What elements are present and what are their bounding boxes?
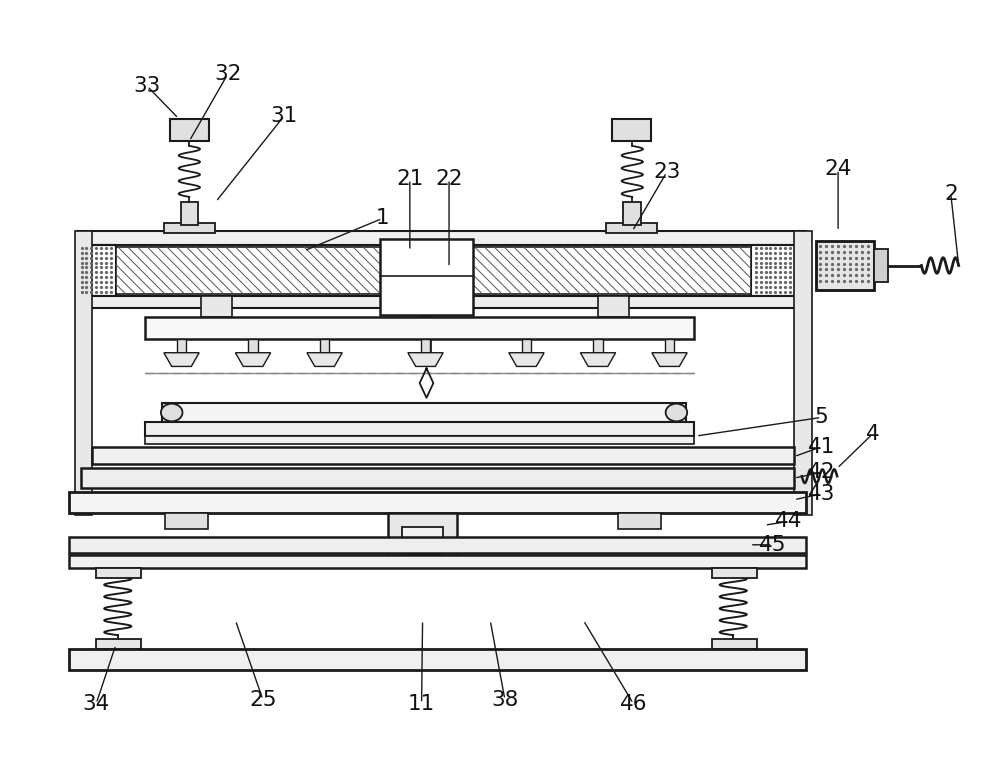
Bar <box>473 247 751 294</box>
Text: 4: 4 <box>866 424 879 444</box>
Text: 11: 11 <box>408 694 435 714</box>
Text: 33: 33 <box>134 76 161 96</box>
Text: 31: 31 <box>271 106 298 126</box>
Text: 46: 46 <box>620 694 647 714</box>
Text: 21: 21 <box>396 169 424 189</box>
Bar <box>170 119 209 141</box>
Bar <box>69 492 806 514</box>
Polygon shape <box>164 353 199 366</box>
Bar <box>665 339 674 353</box>
Ellipse shape <box>666 404 687 421</box>
Polygon shape <box>509 353 544 366</box>
Bar <box>92 447 794 465</box>
Bar <box>380 239 473 316</box>
Bar <box>81 469 794 488</box>
Text: 43: 43 <box>808 484 835 504</box>
Bar <box>751 245 806 296</box>
Polygon shape <box>580 353 616 366</box>
Bar <box>421 339 430 353</box>
Bar <box>69 537 806 553</box>
Ellipse shape <box>161 404 182 421</box>
Bar <box>874 249 888 282</box>
Text: 25: 25 <box>249 690 277 709</box>
Polygon shape <box>307 353 342 366</box>
Bar <box>77 245 116 296</box>
Bar <box>69 649 806 670</box>
Bar <box>116 247 420 294</box>
Bar <box>162 403 686 422</box>
Text: 22: 22 <box>435 169 463 189</box>
Bar <box>712 639 757 649</box>
Bar <box>77 231 806 245</box>
Text: 1: 1 <box>376 209 389 228</box>
Bar <box>712 568 757 578</box>
Text: 24: 24 <box>824 159 852 179</box>
Bar <box>248 339 258 353</box>
Bar <box>522 339 531 353</box>
Bar <box>816 241 874 290</box>
Text: 45: 45 <box>759 535 786 555</box>
Bar <box>164 223 215 233</box>
Bar <box>177 339 186 353</box>
Bar <box>618 514 661 529</box>
Text: 41: 41 <box>808 437 835 457</box>
Polygon shape <box>408 353 443 366</box>
Bar <box>606 223 657 233</box>
Bar <box>598 296 629 317</box>
Bar <box>816 241 874 290</box>
Polygon shape <box>235 353 271 366</box>
Bar <box>320 339 329 353</box>
Bar <box>794 231 812 515</box>
Text: 42: 42 <box>808 462 835 482</box>
Text: 5: 5 <box>815 407 828 428</box>
Bar <box>201 296 232 317</box>
Text: 44: 44 <box>775 511 803 532</box>
Text: 38: 38 <box>491 690 519 709</box>
Bar <box>402 527 443 555</box>
Text: 2: 2 <box>944 184 958 204</box>
Bar <box>145 317 694 339</box>
Bar <box>388 514 457 567</box>
Text: 34: 34 <box>83 694 110 714</box>
Bar <box>145 436 694 444</box>
Bar <box>623 202 641 225</box>
Text: 23: 23 <box>653 162 680 182</box>
Bar <box>165 514 208 529</box>
Bar <box>69 555 806 568</box>
Bar <box>77 296 806 307</box>
Text: 32: 32 <box>214 64 241 85</box>
Polygon shape <box>652 353 687 366</box>
Bar <box>181 202 198 225</box>
Bar <box>612 119 651 141</box>
Bar <box>145 422 694 436</box>
Bar <box>75 231 92 515</box>
Bar <box>422 317 431 366</box>
Bar <box>593 339 603 353</box>
Bar <box>96 568 141 578</box>
Bar <box>96 639 141 649</box>
